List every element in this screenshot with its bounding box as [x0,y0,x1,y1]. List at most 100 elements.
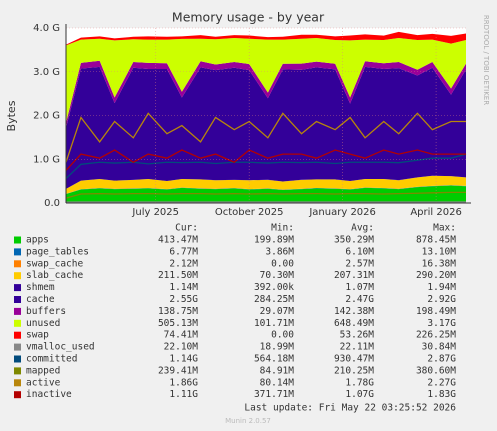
stat-value: 2.87G [427,354,456,365]
stat-value: 22.11M [340,342,375,353]
stat-value: 1.07M [345,282,374,293]
y-tick-label: 4.0 G [33,23,60,34]
y-tick-label: 1.0 G [33,154,60,165]
stat-value: 413.47M [158,235,198,246]
side-text: RRDTOOL / TOBI OETIKER [482,15,490,105]
stat-value: 138.75M [158,306,198,317]
stat-value: 1.11G [169,389,198,400]
y-axis-label: Bytes [5,100,18,131]
legend-swatch [14,236,21,244]
stat-value: 2.57M [345,258,374,269]
legend-label: unused [26,318,60,329]
stats-header: Max: [433,223,456,234]
stat-value: 0.00 [271,330,294,341]
x-tick-label: April 2026 [410,207,461,218]
area-shmem [66,175,466,189]
stat-value: 6.10M [345,246,374,257]
legend-label: swap_cache [26,258,83,269]
legend-label: mapped [26,365,60,376]
legend-swatch [14,367,21,375]
legend-swatch [14,379,21,387]
legend-label: page_tables [26,246,89,257]
stat-value: 2.27G [427,377,456,388]
stat-value: 30.84M [422,342,457,353]
area-buffers [66,60,466,128]
legend-label: buffers [26,306,66,317]
stat-value: 3.17G [427,318,456,329]
legend-swatch [14,319,21,327]
stat-value: 198.49M [416,306,456,317]
legend-swatch [14,355,21,363]
legend-label: apps [26,235,49,246]
stat-value: 199.89M [254,235,294,246]
stat-value: 2.12M [169,258,198,269]
x-tick-label: October 2025 [215,207,284,218]
stat-value: 0.00 [271,258,294,269]
stat-value: 380.60M [416,365,456,376]
stat-value: 1.94M [427,282,456,293]
stat-value: 70.30M [260,270,295,281]
last-update: Last update: Fri May 22 03:25:52 2026 [244,403,456,414]
legend-label: vmalloc_used [26,342,95,353]
stat-value: 74.41M [164,330,199,341]
stat-value: 1.14G [169,354,198,365]
legend-swatch [14,391,21,399]
stat-value: 80.14M [260,377,295,388]
stat-value: 3.86M [265,246,294,257]
stat-value: 1.14M [169,282,198,293]
stat-value: 2.55G [169,294,198,305]
legend-label: active [26,377,61,388]
x-tick-label: July 2025 [131,207,179,218]
stat-value: 1.78G [345,377,374,388]
stat-value: 239.41M [158,365,198,376]
stat-value: 211.50M [158,270,198,281]
legend-label: slab_cache [26,270,83,281]
stat-value: 6.77M [169,246,198,257]
stat-value: 142.38M [334,306,374,317]
stat-value: 2.47G [345,294,374,305]
legend-label: shmem [26,282,55,293]
footer: Munin 2.0.57 [225,417,271,425]
chart-title: Memory usage - by year [172,10,325,25]
stat-value: 210.25M [334,365,374,376]
stat-value: 564.18M [254,354,294,365]
stat-value: 1.86G [169,377,198,388]
stat-value: 53.26M [340,330,375,341]
stat-value: 1.83G [427,389,456,400]
stat-value: 18.99M [260,342,295,353]
legend-swatch [14,248,21,256]
stat-value: 505.13M [158,318,198,329]
stat-value: 648.49M [334,318,374,329]
y-tick-label: 3.0 G [33,67,60,78]
legend-label: committed [26,354,77,365]
stat-value: 2.92G [427,294,456,305]
stats-header: Avg: [351,223,374,234]
stat-value: 878.45M [416,235,456,246]
legend-swatch [14,296,21,303]
stat-value: 1.07G [345,389,374,400]
stat-value: 930.47M [334,354,374,365]
stat-value: 284.25M [254,294,294,305]
stat-value: 392.00k [254,282,294,293]
stat-value: 84.91M [260,365,295,376]
area-unused [66,37,466,123]
stat-value: 22.10M [164,342,199,353]
legend-swatch [14,284,21,292]
stat-value: 226.25M [416,330,456,341]
y-tick-label: 2.0 G [33,111,60,122]
stats-header: Min: [271,223,294,234]
line-active [65,112,466,163]
stat-value: 207.31M [334,270,374,281]
stat-value: 13.10M [422,246,457,257]
legend-label: cache [26,294,55,305]
y-tick-label: 0.0 [44,198,60,209]
stat-value: 29.07M [260,306,295,317]
area-slab_cache [66,175,466,194]
stat-value: 101.71M [254,318,294,329]
area-swap [66,31,466,46]
line-inactive [65,149,466,171]
legend-swatch [14,343,21,351]
line-mapped [65,191,466,199]
stat-value: 290.20M [416,270,456,281]
